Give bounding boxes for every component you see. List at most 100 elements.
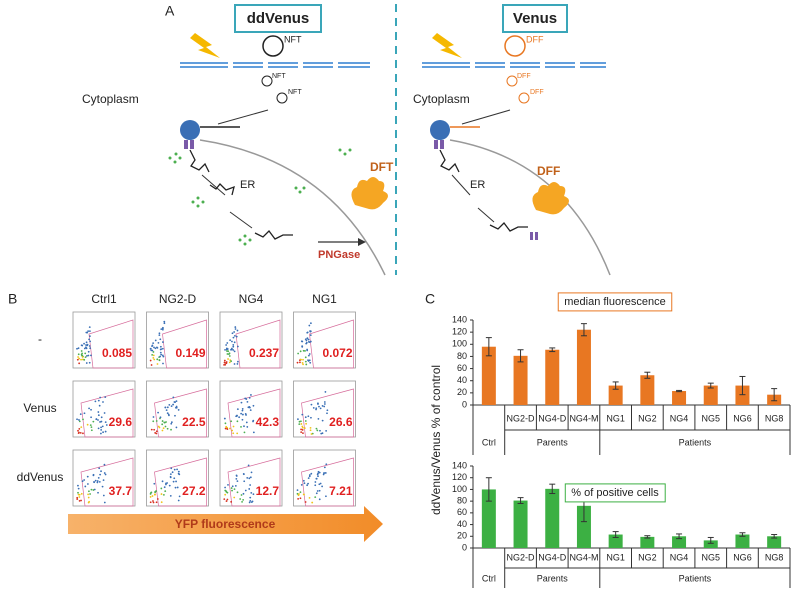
y-tick-label: 80 bbox=[457, 496, 467, 506]
protein bbox=[506, 75, 518, 87]
gate bbox=[88, 319, 134, 369]
event-dot bbox=[92, 489, 95, 491]
event-dot bbox=[314, 481, 317, 483]
event-dot bbox=[77, 429, 79, 432]
event-dot bbox=[249, 476, 252, 479]
event-dot bbox=[315, 477, 318, 480]
event-dot bbox=[236, 480, 239, 483]
title-box bbox=[502, 4, 568, 33]
event-dot bbox=[323, 401, 326, 403]
event-dot bbox=[89, 493, 91, 495]
event-dot bbox=[307, 354, 310, 357]
event-dot bbox=[162, 493, 165, 496]
bar bbox=[640, 375, 655, 405]
arrow bbox=[451, 174, 471, 196]
event-dot bbox=[304, 338, 307, 341]
event-dot bbox=[157, 342, 160, 344]
event-dot bbox=[308, 475, 311, 478]
event-dot bbox=[158, 334, 161, 336]
y-tick-label: 0 bbox=[462, 542, 467, 552]
event-dot bbox=[157, 411, 159, 414]
arrow bbox=[201, 174, 226, 196]
event-dot bbox=[177, 409, 180, 411]
event-dot bbox=[303, 493, 305, 496]
flow-panels: Ctrl1 NG2-D NG4 NG1 - 0.085 0.149 0.237 0.072 Ven… bbox=[17, 292, 356, 507]
event-dot bbox=[224, 422, 227, 425]
x-tick-label: NG6 bbox=[733, 552, 752, 562]
event-dot bbox=[97, 427, 100, 430]
event-dot bbox=[173, 477, 176, 480]
arrow bbox=[229, 211, 253, 229]
event-dot bbox=[156, 346, 159, 349]
event-dot bbox=[150, 491, 153, 494]
event-dot bbox=[250, 471, 253, 474]
event-dot bbox=[97, 419, 99, 421]
column-header: NG1 bbox=[312, 292, 337, 306]
event-dot bbox=[77, 353, 80, 356]
event-dot bbox=[307, 341, 310, 343]
event-dot bbox=[104, 396, 107, 398]
event-dot bbox=[100, 429, 103, 431]
event-dot bbox=[104, 430, 107, 433]
event-dot bbox=[97, 411, 100, 413]
event-dot bbox=[227, 353, 230, 355]
event-dot bbox=[152, 356, 155, 359]
event-dot bbox=[305, 422, 308, 425]
event-dot bbox=[307, 482, 309, 485]
arrow bbox=[477, 207, 495, 223]
event-dot bbox=[149, 359, 152, 362]
arrowhead bbox=[358, 238, 366, 246]
event-dot bbox=[307, 338, 310, 341]
event-dot bbox=[300, 483, 303, 486]
event-dot bbox=[228, 355, 231, 357]
x-tick-label: NG4 bbox=[670, 413, 689, 423]
event-dot bbox=[156, 358, 159, 361]
y-tick-label: 60 bbox=[457, 507, 467, 517]
event-dot bbox=[100, 470, 102, 473]
event-dot bbox=[85, 341, 88, 344]
event-dot bbox=[80, 426, 83, 429]
event-dot bbox=[231, 340, 233, 343]
event-dot bbox=[317, 417, 320, 420]
event-dot bbox=[178, 473, 181, 476]
bar bbox=[608, 534, 623, 548]
event-dot bbox=[304, 416, 307, 419]
event-dot bbox=[175, 400, 178, 402]
event-dot bbox=[90, 354, 92, 357]
event-dot bbox=[100, 432, 102, 435]
x-tick-label: NG8 bbox=[765, 552, 784, 562]
event-dot bbox=[241, 418, 244, 421]
event-dot bbox=[80, 499, 82, 502]
event-dot bbox=[310, 433, 313, 435]
event-dot bbox=[319, 429, 321, 432]
event-dot bbox=[306, 337, 309, 340]
event-dot bbox=[94, 400, 97, 403]
event-dot bbox=[300, 423, 303, 425]
event-dot bbox=[160, 501, 163, 504]
event-dot bbox=[100, 420, 103, 423]
event-dot bbox=[230, 360, 233, 363]
event-dot bbox=[86, 423, 89, 426]
event-dot bbox=[305, 363, 308, 366]
event-dot bbox=[325, 429, 328, 432]
event-dot bbox=[302, 349, 305, 352]
event-dot bbox=[304, 360, 307, 363]
event-dot bbox=[230, 500, 233, 503]
event-dot bbox=[78, 419, 80, 421]
x-tick-label: Ctrl bbox=[482, 437, 496, 447]
event-dot bbox=[252, 493, 255, 496]
event-dot bbox=[161, 326, 164, 329]
event-dot bbox=[245, 414, 247, 416]
event-dot bbox=[152, 342, 155, 345]
event-dot bbox=[102, 401, 104, 403]
event-dot bbox=[77, 356, 79, 358]
tag-label: DFF bbox=[526, 34, 544, 44]
event-dot bbox=[308, 496, 311, 499]
chart-title: % of positive cells bbox=[571, 487, 659, 499]
protein bbox=[518, 92, 530, 104]
event-dot bbox=[175, 426, 178, 429]
gate-percent: 7.21 bbox=[329, 484, 353, 498]
event-dot bbox=[311, 501, 314, 504]
event-dot bbox=[304, 420, 307, 422]
event-dot bbox=[172, 396, 175, 399]
